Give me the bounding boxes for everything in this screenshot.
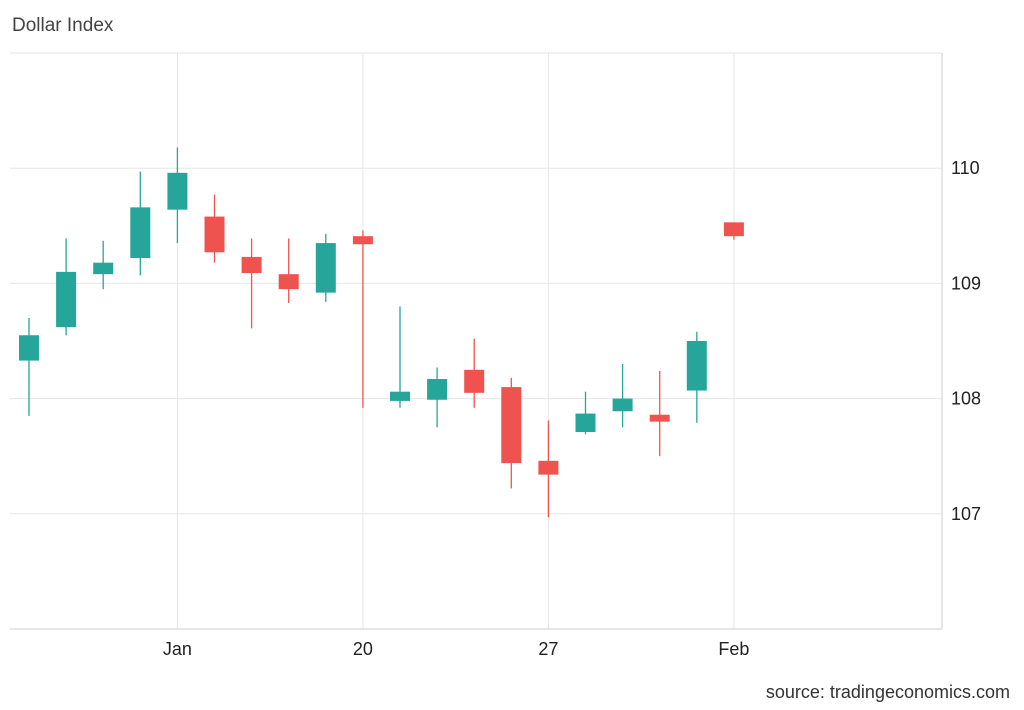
candle-17: [649, 370, 670, 457]
candle-4: [167, 147, 188, 244]
candle-body: [352, 236, 373, 245]
y-tick-label-108: 108: [951, 389, 981, 409]
candle-body: [19, 335, 39, 361]
candle-body: [241, 256, 262, 274]
candle-body: [464, 369, 485, 393]
candle-3: [130, 171, 151, 276]
x-tick-label-20: 20: [353, 639, 373, 659]
candle-9: [352, 230, 373, 408]
candle-body: [167, 172, 188, 210]
candle-body: [538, 460, 559, 475]
candle-14: [538, 420, 559, 518]
candle-body: [130, 207, 151, 259]
candle-body: [390, 391, 410, 401]
candle-body: [686, 341, 707, 391]
candle-13: [501, 377, 522, 489]
candle-body: [204, 216, 225, 253]
grid-layer: [10, 52, 943, 630]
candle-body: [427, 379, 448, 400]
y-tick-label-109: 109: [951, 273, 981, 293]
candle-18: [686, 331, 707, 423]
candle-body: [93, 262, 114, 275]
candle-19: [723, 222, 744, 240]
candle-5: [204, 194, 225, 263]
chart-title: Dollar Index: [12, 15, 114, 36]
candle-body: [501, 387, 522, 464]
candle-body: [575, 413, 596, 433]
candle-body: [278, 274, 299, 290]
x-tick-label-feb: Feb: [718, 639, 749, 659]
candle-body: [315, 243, 336, 293]
candle-11: [427, 367, 448, 428]
candle-7: [278, 238, 299, 303]
candle-10: [390, 306, 410, 408]
candle-body: [649, 414, 670, 422]
candle-2: [93, 240, 114, 290]
y-tick-label-107: 107: [951, 504, 981, 524]
candle-8: [315, 233, 336, 302]
candle-12: [464, 338, 485, 408]
source-note: source: tradingeconomics.com: [765, 682, 1010, 702]
candle-15: [575, 391, 596, 435]
candle-body: [56, 271, 77, 328]
candle-body: [723, 222, 744, 237]
candle-layer: [19, 147, 744, 518]
candle-0: [19, 317, 39, 416]
candle-16: [612, 364, 633, 428]
x-tick-label-27: 27: [538, 639, 558, 659]
y-tick-label-110: 110: [951, 158, 980, 178]
candle-6: [241, 238, 262, 329]
label-layer: 107 108 109 110 Jan 20 27 Feb: [163, 158, 981, 659]
candle-1: [56, 238, 77, 336]
candle-body: [612, 398, 633, 412]
x-tick-label-jan: Jan: [163, 639, 192, 659]
